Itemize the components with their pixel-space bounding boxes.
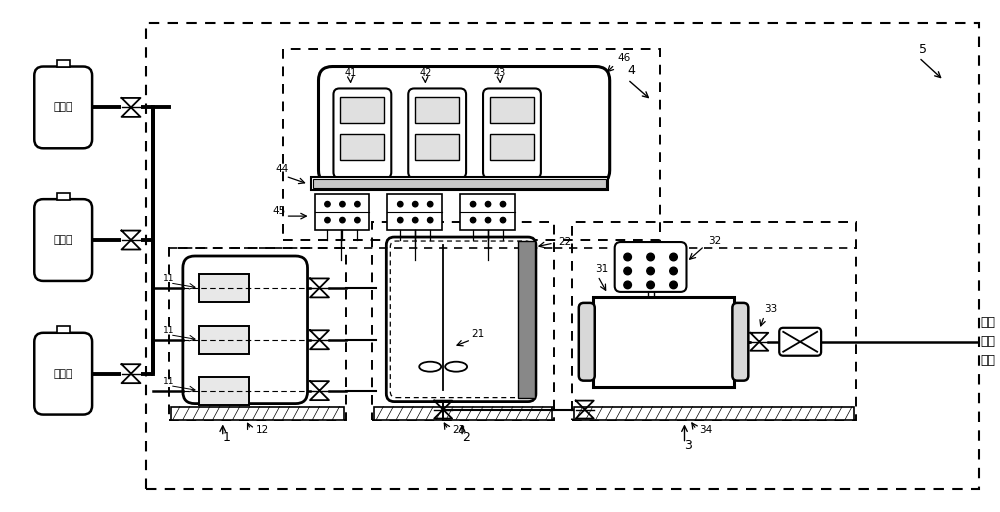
- Text: 11: 11: [163, 377, 174, 386]
- Bar: [460, 194, 515, 230]
- FancyBboxPatch shape: [34, 199, 92, 281]
- FancyBboxPatch shape: [333, 89, 391, 178]
- Circle shape: [647, 267, 654, 275]
- Text: 储液罐: 储液罐: [53, 235, 73, 245]
- Text: 连接
注水
井口: 连接 注水 井口: [981, 316, 996, 367]
- Text: 5: 5: [919, 42, 927, 56]
- Circle shape: [624, 267, 631, 275]
- Circle shape: [624, 281, 631, 289]
- Bar: [57, 193, 70, 200]
- Bar: [199, 274, 249, 302]
- Circle shape: [413, 218, 418, 223]
- Circle shape: [427, 218, 433, 223]
- Text: 12: 12: [256, 424, 269, 435]
- Text: 储液罐: 储液罐: [53, 102, 73, 113]
- Bar: [57, 326, 70, 333]
- Bar: [169, 248, 346, 419]
- Bar: [340, 134, 384, 160]
- Text: 41: 41: [344, 69, 357, 78]
- Circle shape: [670, 253, 677, 261]
- Text: 45: 45: [273, 206, 286, 216]
- Bar: [340, 97, 384, 123]
- FancyBboxPatch shape: [779, 328, 821, 356]
- Circle shape: [470, 201, 476, 207]
- Bar: [387, 194, 442, 230]
- Circle shape: [398, 201, 403, 207]
- Circle shape: [670, 281, 677, 289]
- Bar: [518, 241, 535, 398]
- Bar: [572, 222, 856, 419]
- Text: 31: 31: [595, 264, 608, 274]
- Bar: [593, 297, 734, 387]
- Circle shape: [485, 201, 491, 207]
- Text: 42: 42: [419, 69, 432, 78]
- Circle shape: [325, 218, 330, 223]
- Circle shape: [470, 218, 476, 223]
- Circle shape: [355, 201, 360, 207]
- Circle shape: [500, 201, 506, 207]
- Text: 21: 21: [471, 329, 484, 339]
- Bar: [146, 23, 979, 489]
- Text: 32: 32: [708, 236, 722, 246]
- FancyBboxPatch shape: [732, 303, 748, 380]
- FancyBboxPatch shape: [183, 256, 308, 403]
- Bar: [315, 194, 369, 230]
- Bar: [574, 407, 854, 419]
- FancyBboxPatch shape: [318, 67, 610, 184]
- Circle shape: [647, 253, 654, 261]
- Circle shape: [485, 218, 491, 223]
- Ellipse shape: [419, 361, 441, 372]
- Text: 1: 1: [223, 432, 231, 444]
- Circle shape: [427, 201, 433, 207]
- Bar: [283, 49, 660, 240]
- Circle shape: [355, 218, 360, 223]
- Bar: [374, 407, 552, 419]
- Circle shape: [647, 281, 654, 289]
- FancyBboxPatch shape: [579, 303, 595, 380]
- Text: 33: 33: [764, 304, 778, 314]
- Bar: [57, 60, 70, 67]
- Text: 2: 2: [462, 432, 470, 444]
- Circle shape: [398, 218, 403, 223]
- FancyBboxPatch shape: [615, 242, 686, 292]
- FancyBboxPatch shape: [34, 67, 92, 148]
- Bar: [415, 97, 459, 123]
- Bar: [490, 97, 534, 123]
- FancyBboxPatch shape: [408, 89, 466, 178]
- Circle shape: [340, 218, 345, 223]
- Bar: [199, 377, 249, 404]
- Text: 22: 22: [558, 237, 571, 247]
- Bar: [311, 177, 608, 190]
- Bar: [171, 407, 344, 419]
- FancyBboxPatch shape: [483, 89, 541, 178]
- Text: 43: 43: [494, 69, 506, 78]
- Bar: [490, 134, 534, 160]
- Bar: [313, 179, 606, 188]
- Circle shape: [340, 201, 345, 207]
- FancyBboxPatch shape: [386, 237, 536, 401]
- Circle shape: [500, 218, 506, 223]
- Text: 储液罐: 储液罐: [53, 369, 73, 379]
- Text: 11: 11: [163, 326, 174, 335]
- Bar: [415, 134, 459, 160]
- Ellipse shape: [445, 361, 467, 372]
- Circle shape: [413, 201, 418, 207]
- Text: 46: 46: [618, 53, 631, 62]
- Text: 23: 23: [452, 424, 465, 435]
- Bar: [199, 326, 249, 354]
- Text: 11: 11: [163, 274, 174, 283]
- Circle shape: [325, 201, 330, 207]
- Circle shape: [670, 267, 677, 275]
- Text: 3: 3: [684, 439, 692, 453]
- Text: 34: 34: [699, 424, 713, 435]
- FancyBboxPatch shape: [34, 333, 92, 415]
- Text: 4: 4: [628, 65, 636, 77]
- Circle shape: [624, 253, 631, 261]
- Text: 44: 44: [276, 164, 289, 174]
- Bar: [372, 222, 554, 419]
